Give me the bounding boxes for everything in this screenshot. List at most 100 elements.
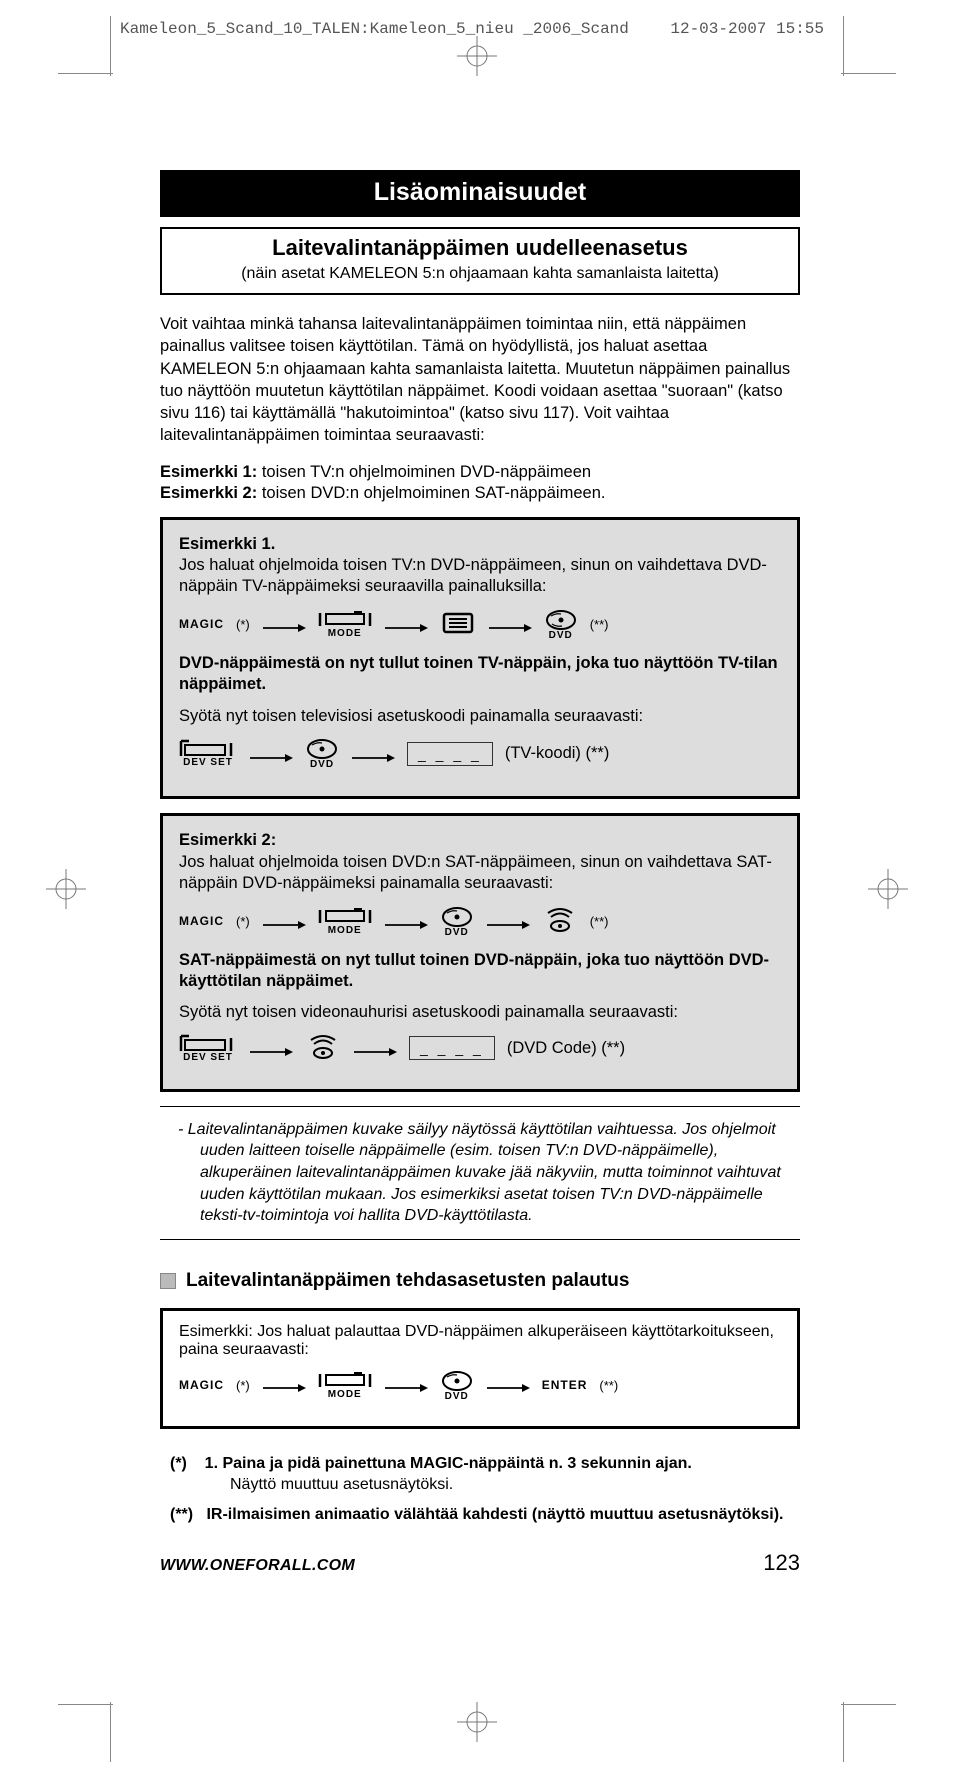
note-block: - Laitevalintanäppäimen kuvake säilyy nä…	[160, 1106, 800, 1240]
code-label: (DVD Code) (**)	[507, 1039, 625, 1058]
magic-label: MAGIC	[179, 914, 224, 928]
example-2-sequence-1: MAGIC (*) MODE DVD (**)	[179, 905, 781, 938]
code-entry-box: _ _ _ _	[409, 1036, 495, 1060]
devset-label: DEV SET	[183, 757, 233, 768]
example-1-result: DVD-näppäimestä on nyt tullut toinen TV-…	[179, 653, 781, 696]
footnote-2-mark: (**)	[170, 1506, 193, 1523]
reset-box: Esimerkki: Jos haluat palauttaa DVD-näpp…	[160, 1308, 800, 1429]
crop-mark	[110, 16, 111, 76]
footnote-1-text: 1. Paina ja pidä painettuna MAGIC-näppäi…	[205, 1455, 692, 1472]
devset-label: DEV SET	[183, 1052, 233, 1063]
registration-mark-icon	[46, 869, 86, 909]
magic-label: MAGIC	[179, 1378, 224, 1392]
arrow-icon	[249, 1043, 293, 1053]
reset-heading-text: Laitevalintanäppäimen tehdasasetusten pa…	[186, 1270, 629, 1292]
arrow-icon	[384, 619, 428, 629]
arrow-icon	[486, 916, 530, 926]
footnote-1b-text: Näyttö muuttuu asetusnäytöksi.	[230, 1476, 453, 1493]
arrow-icon	[486, 1380, 530, 1390]
example-intro-1-rest: toisen TV:n ohjelmoiminen DVD-näppäimeen	[262, 463, 591, 481]
mode-label: MODE	[328, 1389, 362, 1400]
mode-button-icon: MODE	[318, 1371, 372, 1400]
registration-mark-icon	[868, 869, 908, 909]
intro-paragraph: Voit vaihtaa minkä tahansa laitevalintan…	[160, 313, 800, 447]
code-label: (TV-koodi) (**)	[505, 744, 610, 763]
reset-text: Esimerkki: Jos haluat palauttaa DVD-näpp…	[179, 1323, 781, 1359]
reset-sequence: MAGIC (*) MODE DVD ENTER (**)	[179, 1369, 781, 1402]
dvd-icon: DVD	[305, 737, 339, 770]
sat-icon	[542, 907, 578, 935]
footnote-1-mark: (*)	[170, 1455, 187, 1472]
arrow-icon	[262, 1380, 306, 1390]
crop-mark	[58, 1704, 113, 1705]
page-content: Lisäominaisuudet Laitevalintanäppäimen u…	[160, 170, 800, 1576]
crop-mark	[843, 16, 844, 76]
example-intro-2-rest: toisen DVD:n ohjelmoiminen SAT-näppäimee…	[262, 484, 606, 502]
mode-button-icon: MODE	[318, 610, 372, 639]
example-2-p2: Syötä nyt toisen videonauhurisi asetusko…	[179, 1002, 781, 1023]
crop-mark	[841, 1704, 896, 1705]
crop-mark	[843, 1702, 844, 1762]
dvd-icon: DVD	[440, 1369, 474, 1402]
dvd-label: DVD	[549, 630, 573, 641]
dvd-label: DVD	[445, 1391, 469, 1402]
crop-mark	[58, 73, 113, 74]
example-1-sequence-1: MAGIC (*) MODE DVD (**)	[179, 608, 781, 641]
devset-button-icon: DEV SET	[179, 1034, 237, 1063]
star-mark: (*)	[236, 914, 250, 929]
enter-label: ENTER	[542, 1378, 588, 1392]
star-mark: (*)	[236, 1378, 250, 1393]
dstar-mark: (**)	[599, 1378, 618, 1393]
example-2-head: Esimerkki 2:	[179, 831, 276, 849]
example-1-sequence-2: DEV SET DVD _ _ _ _ (TV-koodi) (**)	[179, 737, 781, 770]
arrow-icon	[249, 749, 293, 759]
footnote-2-text: IR-ilmaisimen animaatio välähtää kahdest…	[206, 1506, 783, 1523]
footnote-1: (*) 1. Paina ja pidä painettuna MAGIC-nä…	[160, 1453, 800, 1496]
example-2-p1: Jos haluat ohjelmoida toisen DVD:n SAT-n…	[179, 853, 772, 892]
example-intro-1-label: Esimerkki 1:	[160, 463, 257, 481]
arrow-icon	[353, 1043, 397, 1053]
page-footer: WWW.ONEFORALL.COM 123	[160, 1550, 800, 1576]
example-1-box: Esimerkki 1. Jos haluat ohjelmoida toise…	[160, 517, 800, 800]
crop-mark	[841, 73, 896, 74]
footer-url: WWW.ONEFORALL.COM	[160, 1557, 355, 1575]
example-1-p2: Syötä nyt toisen televisiosi asetuskoodi…	[179, 706, 781, 727]
arrow-icon	[384, 1380, 428, 1390]
subtitle-sub: (näin asetat KAMELEON 5:n ohjaamaan kaht…	[170, 265, 790, 283]
footnote-2: (**) IR-ilmaisimen animaatio välähtää ka…	[160, 1504, 800, 1526]
mode-label: MODE	[328, 628, 362, 639]
example-intro-2-label: Esimerkki 2:	[160, 484, 257, 502]
subtitle-heading: Laitevalintanäppäimen uudelleenasetus	[170, 235, 790, 261]
registration-mark-icon	[457, 1702, 497, 1742]
dvd-label: DVD	[445, 927, 469, 938]
code-entry-box: _ _ _ _	[407, 742, 493, 766]
section-title-bar: Lisäominaisuudet	[160, 170, 800, 217]
magic-label: MAGIC	[179, 617, 224, 631]
example-1-head: Esimerkki 1.	[179, 535, 275, 553]
dvd-icon: DVD	[544, 608, 578, 641]
sat-icon	[305, 1034, 341, 1062]
arrow-icon	[262, 916, 306, 926]
page-number: 123	[763, 1550, 800, 1576]
tv-icon	[440, 611, 476, 637]
reset-section-heading: Laitevalintanäppäimen tehdasasetusten pa…	[160, 1270, 800, 1292]
example-2-box: Esimerkki 2: Jos haluat ohjelmoida toise…	[160, 813, 800, 1092]
print-header-datetime: 12-03-2007 15:55	[670, 20, 824, 38]
arrow-icon	[262, 619, 306, 629]
mode-label: MODE	[328, 925, 362, 936]
example-intro-1: Esimerkki 1: toisen TV:n ohjelmoiminen D…	[160, 463, 800, 482]
dvd-icon: DVD	[440, 905, 474, 938]
example-intro-2: Esimerkki 2: toisen DVD:n ohjelmoiminen …	[160, 484, 800, 503]
dstar-mark: (**)	[590, 617, 609, 632]
arrow-icon	[384, 916, 428, 926]
subtitle-box: Laitevalintanäppäimen uudelleenasetus (n…	[160, 227, 800, 295]
square-bullet-icon	[160, 1273, 176, 1289]
registration-mark-icon	[457, 36, 497, 76]
mode-button-icon: MODE	[318, 907, 372, 936]
example-1-p1: Jos haluat ohjelmoida toisen TV:n DVD-nä…	[179, 556, 767, 595]
dstar-mark: (**)	[590, 914, 609, 929]
arrow-icon	[351, 749, 395, 759]
example-2-sequence-2: DEV SET _ _ _ _ (DVD Code) (**)	[179, 1034, 781, 1063]
arrow-icon	[488, 619, 532, 629]
example-2-result: SAT-näppäimestä on nyt tullut toinen DVD…	[179, 950, 781, 993]
